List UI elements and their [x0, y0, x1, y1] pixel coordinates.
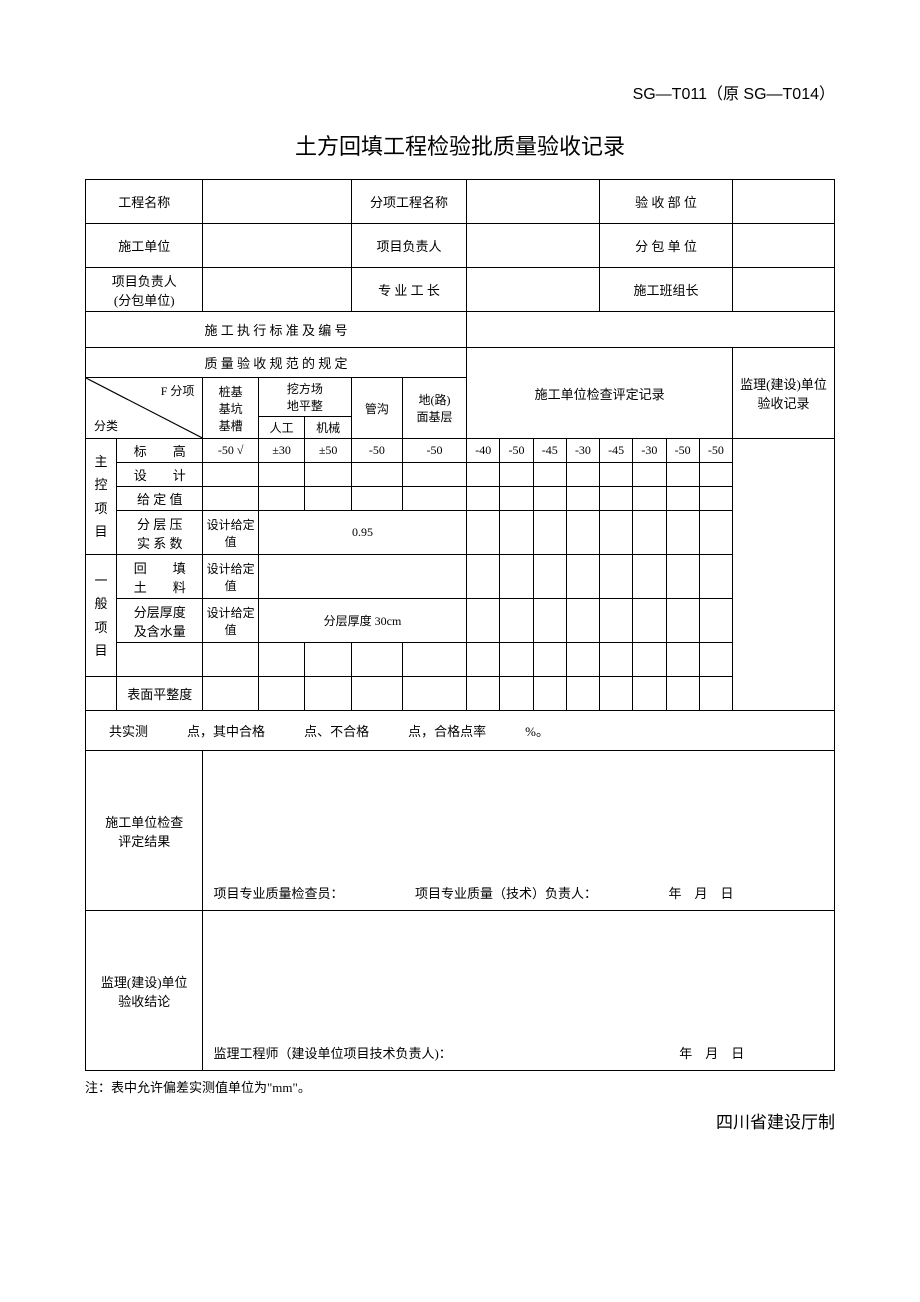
sub-project-label: 分项工程名称 — [351, 180, 466, 224]
document-title: 土方回填工程检验批质量验收记录 — [85, 129, 835, 161]
blank-row — [117, 643, 203, 677]
row-sheji-label: 设 计 — [117, 463, 203, 487]
r6val: 分层厚度 30cm — [258, 599, 466, 643]
project-leader-value — [467, 224, 600, 268]
spec-header: 质 量 验 收 规 范 的 规 定 — [86, 348, 467, 378]
inspect-record-label: 施工单位检查评定记录 — [467, 348, 733, 439]
r1v3: ±50 — [305, 439, 352, 463]
project-leader-label: 项目负责人 — [351, 224, 466, 268]
row-fenceng-label: 分 层 压实 系 数 — [117, 511, 203, 555]
row-biaomian-label: 表面平整度 — [117, 677, 203, 711]
pro-foreman-label: 专 业 工 长 — [351, 268, 466, 312]
standard-label: 施 工 执 行 标 准 及 编 号 — [86, 312, 467, 348]
subcontract-label: 分 包 单 位 — [600, 224, 733, 268]
accept-part-value — [733, 180, 835, 224]
project-name-value — [203, 180, 351, 224]
supervise-sign-line: 监理工程师（建设单位项目技术负责人)： 年 月 日 — [203, 1035, 835, 1071]
subcontract-value — [733, 224, 835, 268]
r4val: 0.95 — [258, 511, 466, 555]
r6spec: 设计给定值 — [203, 599, 258, 643]
row-fencenghoudu-label: 分层厚度及含水量 — [117, 599, 203, 643]
footnote: 注：表中允许偏差实测值单位为"mm"。 — [85, 1077, 835, 1096]
accept-part-label: 验 收 部 位 — [600, 180, 733, 224]
col-wafang: 挖方场地平整 — [258, 378, 351, 417]
form-code: SG—T011（原 SG—T014） — [85, 80, 835, 104]
standard-value — [467, 312, 835, 348]
r1v2: ±30 — [258, 439, 305, 463]
main-control-label: 主控项目 — [86, 439, 117, 555]
leader-sub-label: 项目负责人 (分包单位) — [86, 268, 203, 312]
row-biaogao-label: 标 高 — [117, 439, 203, 463]
team-leader-label: 施工班组长 — [600, 268, 733, 312]
construct-unit-label: 施工单位 — [86, 224, 203, 268]
team-leader-value — [733, 268, 835, 312]
r1m6: -30 — [633, 439, 666, 463]
r1m3: -45 — [533, 439, 566, 463]
construct-result-label: 施工单位检查评定结果 — [86, 751, 203, 911]
diagonal-header: F 分项 分类 — [86, 378, 203, 439]
r1m5: -45 — [600, 439, 633, 463]
supervise-result-label: 监理(建设)单位验收结论 — [86, 911, 203, 1071]
r1m4: -30 — [566, 439, 599, 463]
construct-sign-line: 项目专业质量检查员： 项目专业质量（技术）负责人： 年 月 日 — [203, 875, 835, 911]
r1m2: -50 — [500, 439, 533, 463]
row-geidingzhi-label: 给 定 值 — [117, 487, 203, 511]
general-label: 一般项目 — [86, 555, 117, 677]
sub-project-value — [467, 180, 600, 224]
r1m8: -50 — [699, 439, 732, 463]
project-name-label: 工程名称 — [86, 180, 203, 224]
main-table: 工程名称 分项工程名称 验 收 部 位 施工单位 项目负责人 分 包 单 位 项… — [85, 179, 835, 1071]
r5spec: 设计给定值 — [203, 555, 258, 599]
col-guangou: 管沟 — [351, 378, 402, 439]
publisher: 四川省建设厅制 — [85, 1108, 835, 1133]
col-jixie: 机械 — [305, 417, 352, 439]
supervise-record-label: 监理(建设)单位 验收记录 — [733, 348, 835, 439]
summary-text: 共实测 点，其中合格 点、不合格 点，合格点率 %。 — [86, 711, 835, 751]
pro-foreman-value — [467, 268, 600, 312]
supervise-result-space — [203, 911, 835, 1036]
row-huitian-label: 回 填土 料 — [117, 555, 203, 599]
col-rengong: 人工 — [258, 417, 305, 439]
supervise-record-space — [733, 439, 835, 711]
col-zhuangji: 桩基基坑基槽 — [203, 378, 258, 439]
col-dilu: 地(路)面基层 — [402, 378, 466, 439]
construct-unit-value — [203, 224, 351, 268]
r1v4: -50 — [351, 439, 402, 463]
construct-result-space — [203, 751, 835, 876]
r1v1: -50 √ — [203, 439, 258, 463]
r5val — [258, 555, 466, 599]
r1v5: -50 — [402, 439, 466, 463]
r1m1: -40 — [467, 439, 500, 463]
leader-sub-value — [203, 268, 351, 312]
r4spec: 设计给定值 — [203, 511, 258, 555]
blank-cat — [86, 677, 117, 711]
r1m7: -50 — [666, 439, 699, 463]
